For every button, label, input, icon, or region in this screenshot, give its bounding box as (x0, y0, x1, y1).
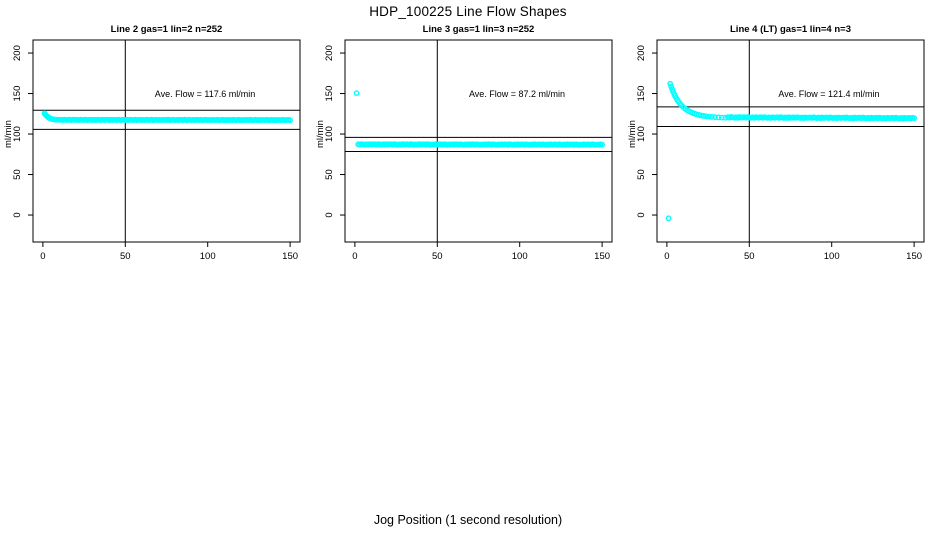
x-tick-label: 150 (594, 251, 610, 262)
x-tick-label: 50 (120, 251, 131, 262)
charts-row: 0 50 100 150 0 50 100 150 200 ml/min Ave. Flow = 1… (0, 8, 936, 298)
panel-title: Line 3 gas=1 lin=3 n=252 (423, 24, 535, 35)
y-tick-label: 200 (12, 45, 23, 61)
y-tick-label: 0 (636, 212, 647, 217)
data-point (287, 117, 294, 124)
y-tick-label: 100 (12, 126, 23, 142)
plot-box (32, 39, 301, 243)
ave-flow-annotation: Ave. Flow = 121.4 ml/min (778, 89, 879, 99)
y-tick-label: 200 (636, 45, 647, 61)
data-point (599, 141, 606, 148)
x-tick-label: 0 (352, 251, 357, 262)
x-tick-label: 50 (432, 251, 443, 262)
data-point (353, 90, 360, 97)
y-tick-label: 150 (324, 86, 335, 102)
x-tick-label: 150 (906, 251, 922, 262)
y-tick-label: 150 (636, 86, 647, 102)
x-tick-label: 0 (40, 251, 45, 262)
ave-flow-annotation: Ave. Flow = 87.2 ml/min (469, 89, 565, 99)
data-point (665, 215, 672, 222)
x-tick-label: 100 (200, 251, 216, 262)
y-tick-label: 150 (12, 86, 23, 102)
y-tick-label: 100 (636, 126, 647, 142)
flow-panel-2: 0 50 100 150 0 50 100 150 200 ml/min Ave. Flow = 8… (315, 24, 613, 262)
ave-flow-annotation: Ave. Flow = 117.6 ml/min (155, 89, 255, 99)
data-point (668, 83, 675, 90)
data-point (712, 114, 718, 121)
data-point (700, 112, 707, 119)
x-tick-label: 0 (664, 251, 669, 262)
flow-panel-1: 0 50 100 150 0 50 100 150 200 ml/min Ave. Flow = 1… (3, 24, 301, 262)
y-axis-label: ml/min (627, 120, 638, 148)
flow-panel-3: 0 50 100 150 0 50 100 150 200 ml/min Ave. Flow = 1… (627, 24, 925, 262)
plot-box (656, 39, 925, 243)
page-title: HDP_100225 Line Flow Shapes (369, 4, 567, 19)
y-tick-label: 100 (324, 126, 335, 142)
data-point (667, 80, 674, 87)
data-point (911, 115, 918, 122)
y-tick-label: 200 (324, 45, 335, 61)
x-tick-label: 100 (824, 251, 840, 262)
data-point (718, 114, 725, 121)
x-tick-label: 50 (744, 251, 755, 262)
y-axis-label: ml/min (315, 120, 326, 148)
data-point (698, 112, 704, 119)
panel-title: Line 2 gas=1 lin=2 n=252 (111, 24, 223, 35)
data-point (708, 114, 715, 120)
x-tick-label: 100 (512, 251, 528, 262)
data-point (715, 114, 722, 121)
y-axis-label: ml/min (3, 120, 14, 148)
x-tick-label: 150 (282, 251, 298, 262)
plot-box (344, 39, 613, 243)
y-tick-label: 50 (324, 169, 335, 180)
data-point (706, 113, 712, 120)
data-point (703, 113, 710, 120)
panel-title: Line 4 (LT) gas=1 lin=4 n=3 (730, 24, 851, 35)
y-tick-label: 0 (12, 212, 23, 217)
y-tick-label: 50 (636, 169, 647, 180)
y-tick-label: 50 (12, 169, 23, 180)
x-axis-global-label: Jog Position (1 second resolution) (373, 513, 563, 527)
y-tick-label: 0 (324, 212, 335, 217)
